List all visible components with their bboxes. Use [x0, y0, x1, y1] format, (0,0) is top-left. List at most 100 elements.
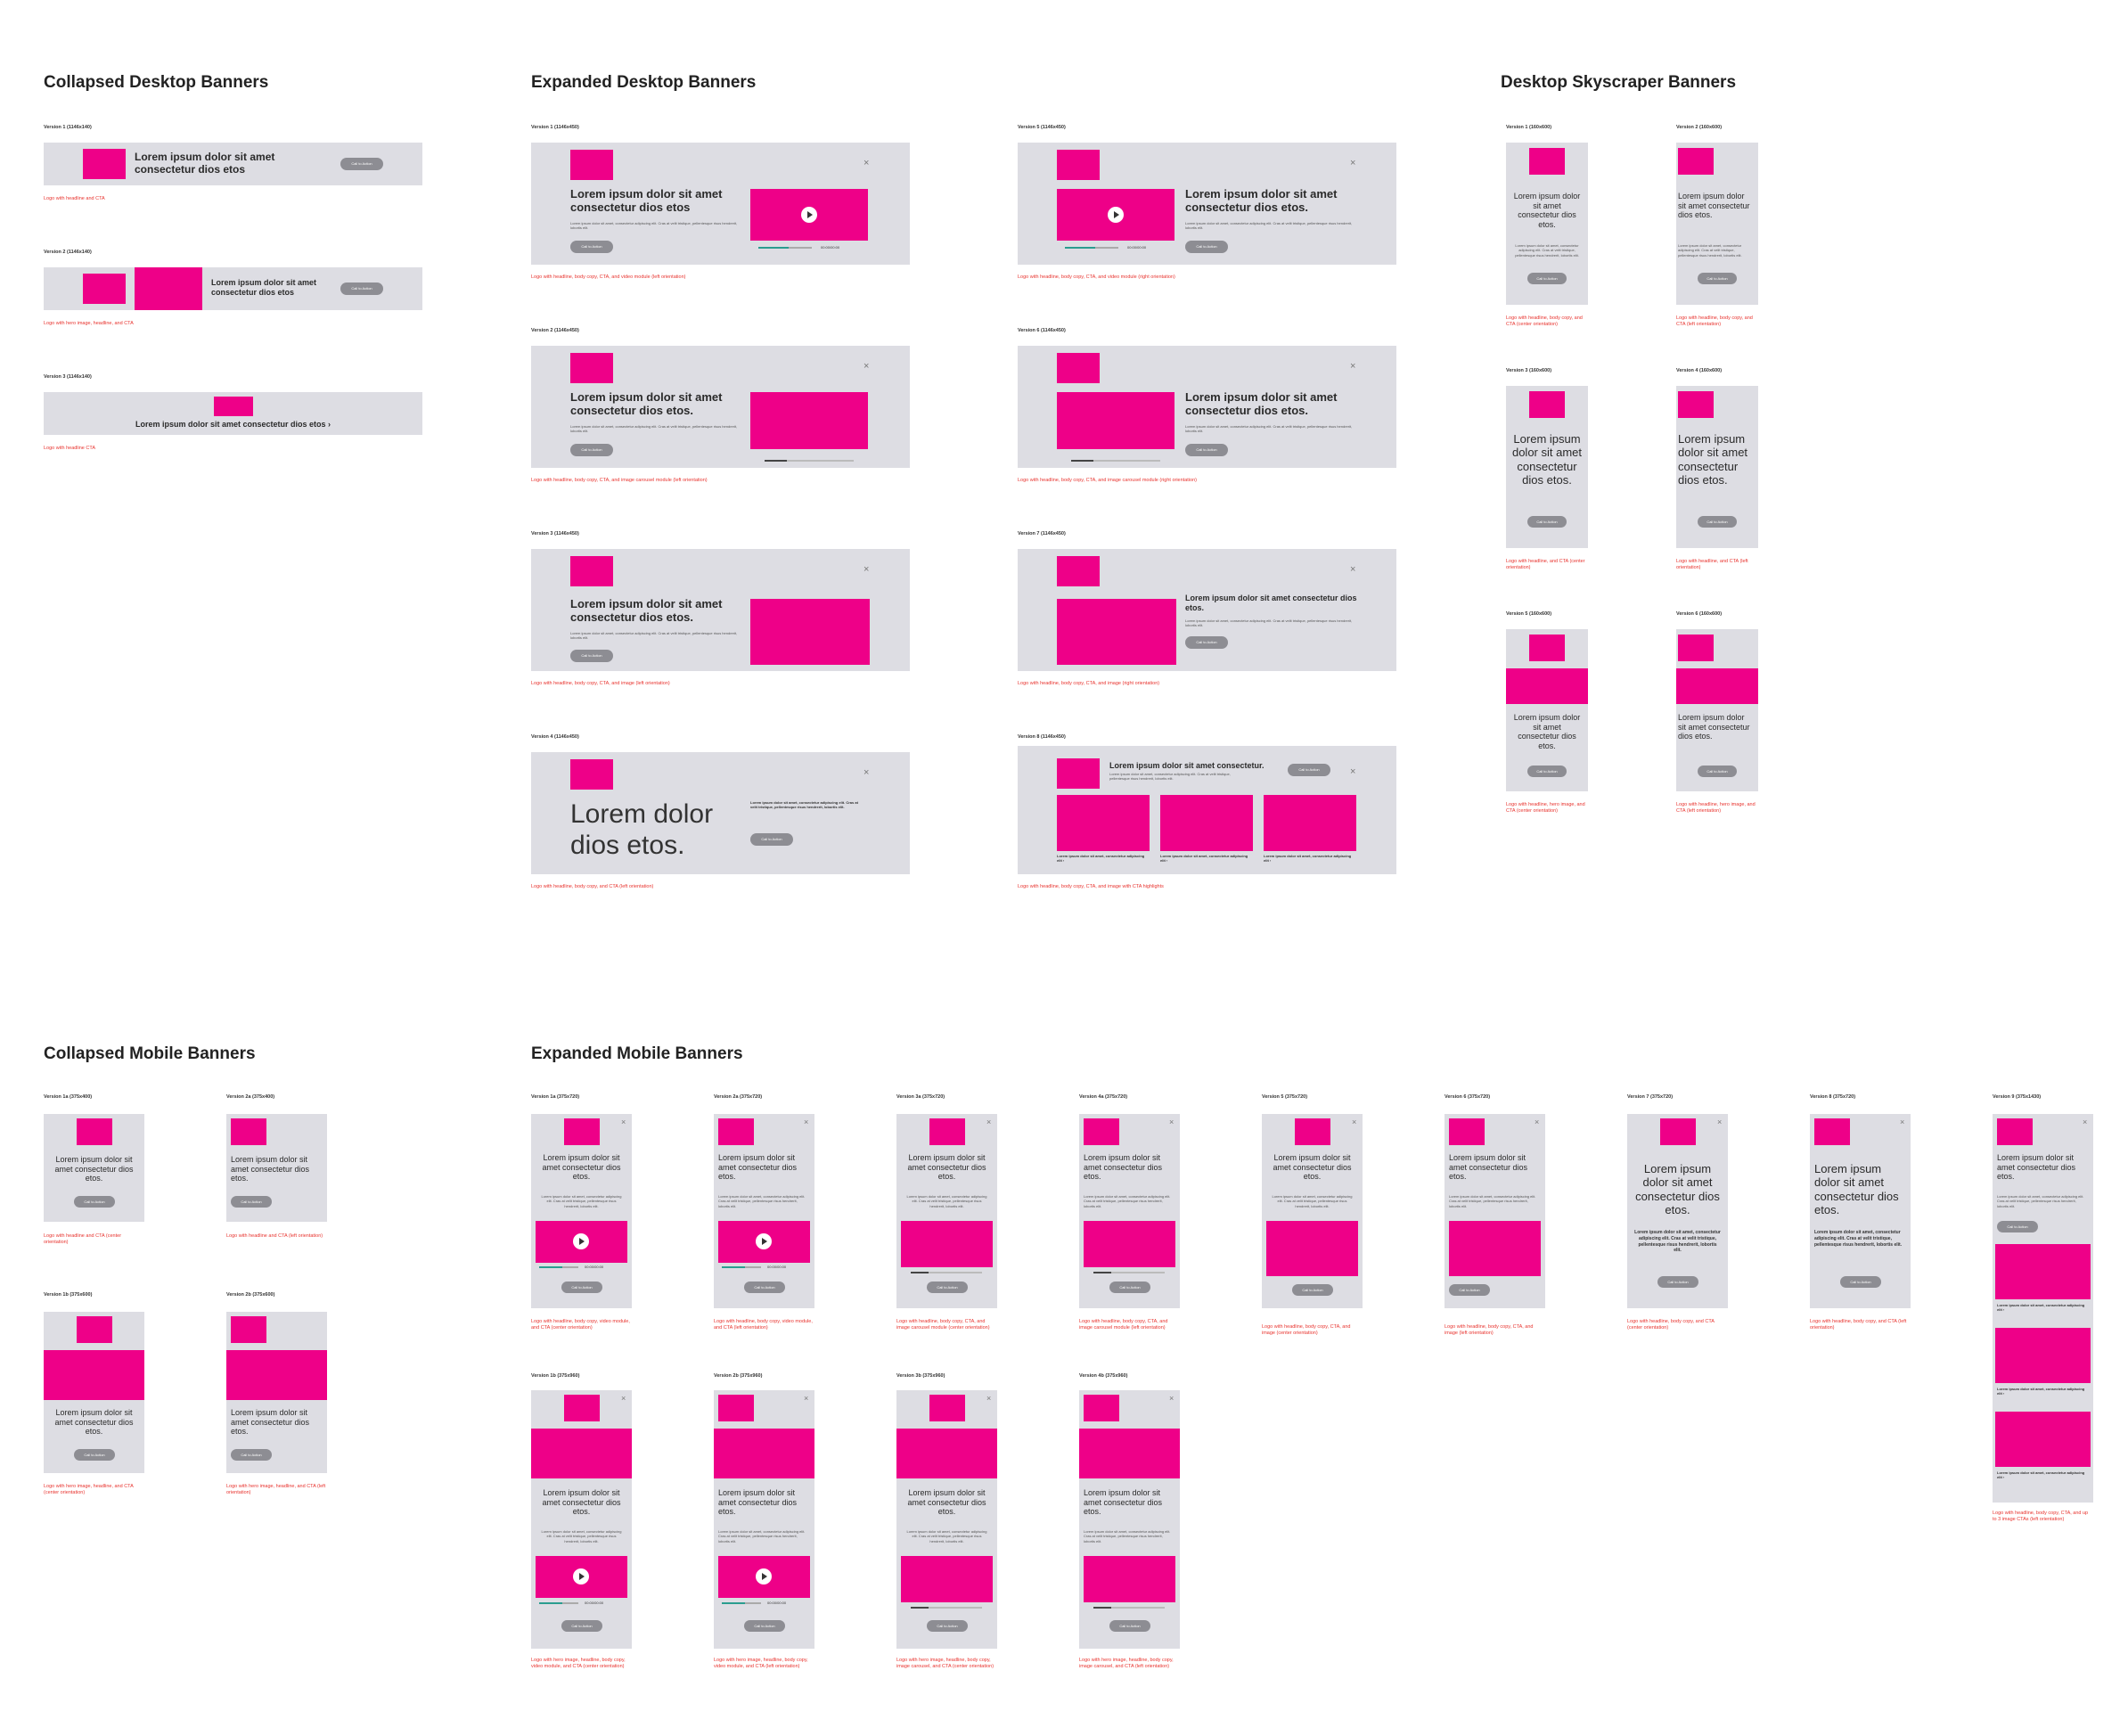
carousel-indicator[interactable]: [1093, 1607, 1165, 1609]
cta-button[interactable]: Call to Action: [1527, 516, 1567, 528]
banner-expanded-desktop-v7[interactable]: × Lorem ipsum dolor sit amet consectetur…: [1018, 549, 1396, 671]
tile-link[interactable]: Lorem ipsum dolor sit amet, consectetur …: [1997, 1387, 2085, 1396]
skyscraper-v2[interactable]: Lorem ipsum dolor sit amet consectetur d…: [1676, 143, 1758, 305]
close-icon[interactable]: ×: [1169, 1394, 1174, 1403]
video-placeholder[interactable]: [750, 189, 868, 241]
play-icon[interactable]: [573, 1568, 589, 1585]
tile-image-placeholder[interactable]: [1264, 795, 1356, 851]
banner-collapsed-desktop-v2[interactable]: Lorem ipsum dolor sit amet consectetur d…: [44, 267, 422, 310]
video-progress-bar[interactable]: [539, 1266, 578, 1268]
play-icon[interactable]: [573, 1233, 589, 1249]
banner-expanded-mobile-v1b[interactable]: × Lorem ipsum dolor sit amet consectetur…: [531, 1390, 632, 1649]
tile-image-placeholder[interactable]: [1995, 1244, 2091, 1299]
cta-button[interactable]: Call to Action: [1997, 1221, 2038, 1232]
play-icon[interactable]: [801, 207, 817, 223]
cta-button[interactable]: Call to Action: [1185, 444, 1228, 456]
banner-expanded-mobile-v8[interactable]: × Lorem ipsum dolor sit amet consectetur…: [1810, 1114, 1911, 1308]
tile-link[interactable]: Lorem ipsum dolor sit amet, consectetur …: [1264, 854, 1352, 864]
banner-expanded-mobile-v3b[interactable]: × Lorem ipsum dolor sit amet consectetur…: [896, 1390, 997, 1649]
banner-expanded-desktop-v5[interactable]: × 00:00/00:00 Lorem ipsum dolor sit amet…: [1018, 143, 1396, 265]
cta-button[interactable]: Call to Action: [231, 1196, 272, 1208]
close-icon[interactable]: ×: [1717, 1118, 1723, 1126]
cta-button[interactable]: Call to Action: [1109, 1282, 1150, 1293]
carousel-image-placeholder[interactable]: [1057, 392, 1174, 449]
close-icon[interactable]: ×: [1352, 1118, 1357, 1126]
video-progress-bar[interactable]: [722, 1266, 761, 1268]
banner-expanded-mobile-v1a[interactable]: × Lorem ipsum dolor sit amet consectetur…: [531, 1114, 632, 1308]
cta-button[interactable]: Call to Action: [1288, 764, 1330, 776]
cta-button[interactable]: Call to Action: [1698, 273, 1737, 284]
carousel-image-placeholder[interactable]: [1084, 1221, 1175, 1267]
cta-button[interactable]: Call to Action: [1840, 1276, 1881, 1288]
play-icon[interactable]: [756, 1233, 772, 1249]
video-placeholder[interactable]: [718, 1556, 810, 1598]
carousel-indicator[interactable]: [765, 460, 854, 462]
close-icon[interactable]: ×: [863, 158, 870, 168]
close-icon[interactable]: ×: [804, 1394, 809, 1403]
tile-link[interactable]: Lorem ipsum dolor sit amet, consectetur …: [1997, 1470, 2085, 1480]
banner-expanded-mobile-v7[interactable]: × Lorem ipsum dolor sit amet consectetur…: [1627, 1114, 1728, 1308]
skyscraper-v3[interactable]: Lorem ipsum dolor sit amet consectetur d…: [1506, 386, 1588, 548]
carousel-indicator[interactable]: [1071, 460, 1160, 462]
banner-expanded-desktop-v8[interactable]: Lorem ipsum dolor sit amet consectetur. …: [1018, 746, 1396, 874]
close-icon[interactable]: ×: [1900, 1118, 1905, 1126]
video-placeholder[interactable]: [536, 1556, 627, 1598]
close-icon[interactable]: ×: [1169, 1118, 1174, 1126]
close-icon[interactable]: ×: [863, 767, 870, 778]
tile-image-placeholder[interactable]: [1160, 795, 1253, 851]
banner-expanded-mobile-v6[interactable]: × Lorem ipsum dolor sit amet consectetur…: [1445, 1114, 1545, 1308]
cta-button[interactable]: Call to Action: [74, 1196, 115, 1208]
banner-expanded-mobile-v2a[interactable]: × Lorem ipsum dolor sit amet consectetur…: [714, 1114, 814, 1308]
carousel-image-placeholder[interactable]: [901, 1556, 993, 1602]
tile-link[interactable]: Lorem ipsum dolor sit amet, consectetur …: [1160, 854, 1248, 864]
close-icon[interactable]: ×: [863, 564, 870, 575]
banner-collapsed-mobile-v1b[interactable]: Lorem ipsum dolor sit amet consectetur d…: [44, 1312, 144, 1473]
skyscraper-v6[interactable]: Lorem ipsum dolor sit amet consectetur d…: [1676, 629, 1758, 791]
cta-button[interactable]: Call to Action: [1527, 766, 1567, 777]
banner-expanded-mobile-v3a[interactable]: × Lorem ipsum dolor sit amet consectetur…: [896, 1114, 997, 1308]
cta-button[interactable]: Call to Action: [750, 833, 793, 846]
video-placeholder[interactable]: [718, 1221, 810, 1263]
cta-button[interactable]: Call to Action: [340, 283, 383, 295]
close-icon[interactable]: ×: [1350, 766, 1356, 777]
video-progress-bar[interactable]: [722, 1602, 761, 1604]
cta-button[interactable]: Call to Action: [570, 241, 613, 253]
close-icon[interactable]: ×: [1350, 564, 1356, 575]
cta-button[interactable]: Call to Action: [1698, 766, 1737, 777]
play-icon[interactable]: [1108, 207, 1124, 223]
banner-expanded-mobile-v5[interactable]: × Lorem ipsum dolor sit amet consectetur…: [1262, 1114, 1363, 1308]
cta-button[interactable]: Call to Action: [927, 1282, 968, 1293]
cta-button[interactable]: Call to Action: [570, 650, 613, 662]
close-icon[interactable]: ×: [1350, 361, 1356, 372]
carousel-indicator[interactable]: [911, 1607, 982, 1609]
close-icon[interactable]: ×: [621, 1118, 626, 1126]
close-icon[interactable]: ×: [2083, 1118, 2088, 1126]
cta-button[interactable]: Call to Action: [231, 1449, 272, 1461]
banner-expanded-mobile-v4b[interactable]: × Lorem ipsum dolor sit amet consectetur…: [1079, 1390, 1180, 1649]
cta-button[interactable]: Call to Action: [927, 1620, 968, 1632]
banner-collapsed-desktop-v1[interactable]: Lorem ipsum dolor sit amet consectetur d…: [44, 143, 422, 185]
tile-image-placeholder[interactable]: [1995, 1328, 2091, 1383]
video-progress-bar[interactable]: [539, 1602, 578, 1604]
carousel-image-placeholder[interactable]: [750, 392, 868, 449]
tile-link[interactable]: Lorem ipsum dolor sit amet, consectetur …: [1997, 1303, 2085, 1313]
video-progress-bar[interactable]: [758, 247, 812, 249]
banner-expanded-desktop-v2[interactable]: × Lorem ipsum dolor sit amet consectetur…: [531, 346, 910, 468]
banner-headline-link[interactable]: Lorem ipsum dolor sit amet consectetur d…: [135, 420, 331, 429]
cta-button[interactable]: Call to Action: [1449, 1284, 1490, 1296]
tile-image-placeholder[interactable]: [1995, 1412, 2091, 1467]
cta-button[interactable]: Call to Action: [561, 1282, 602, 1293]
cta-button[interactable]: Call to Action: [1698, 516, 1737, 528]
banner-expanded-mobile-v2b[interactable]: × Lorem ipsum dolor sit amet consectetur…: [714, 1390, 814, 1649]
banner-expanded-desktop-v1[interactable]: × Lorem ipsum dolor sit amet consectetur…: [531, 143, 910, 265]
banner-expanded-desktop-v6[interactable]: × Lorem ipsum dolor sit amet consectetur…: [1018, 346, 1396, 468]
play-icon[interactable]: [756, 1568, 772, 1585]
cta-button[interactable]: Call to Action: [1185, 241, 1228, 253]
cta-button[interactable]: Call to Action: [1292, 1284, 1333, 1296]
banner-expanded-mobile-v4a[interactable]: × Lorem ipsum dolor sit amet consectetur…: [1079, 1114, 1180, 1308]
banner-expanded-mobile-v9[interactable]: × Lorem ipsum dolor sit amet consectetur…: [1993, 1114, 2093, 1503]
cta-button[interactable]: Call to Action: [570, 444, 613, 456]
tile-link[interactable]: Lorem ipsum dolor sit amet, consectetur …: [1057, 854, 1145, 864]
cta-button[interactable]: Call to Action: [1527, 273, 1567, 284]
close-icon[interactable]: ×: [621, 1394, 626, 1403]
